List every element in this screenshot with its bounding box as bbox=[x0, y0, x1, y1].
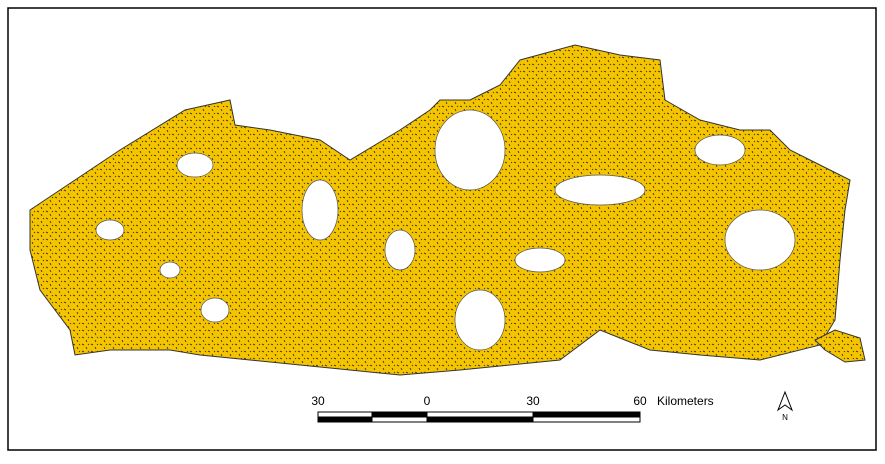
scale-unit: Kilometers bbox=[657, 394, 714, 408]
map: 30 0 30 60 Kilometers N bbox=[0, 0, 885, 459]
scale-label: 30 bbox=[526, 394, 540, 408]
scale-label: 30 bbox=[311, 394, 325, 408]
page: 30 0 30 60 Kilometers N (() => { const d… bbox=[0, 0, 885, 459]
scale-label: 0 bbox=[424, 394, 431, 408]
scale-label: 60 bbox=[633, 394, 647, 408]
north-label: N bbox=[782, 413, 788, 422]
scale-bar bbox=[318, 412, 640, 422]
